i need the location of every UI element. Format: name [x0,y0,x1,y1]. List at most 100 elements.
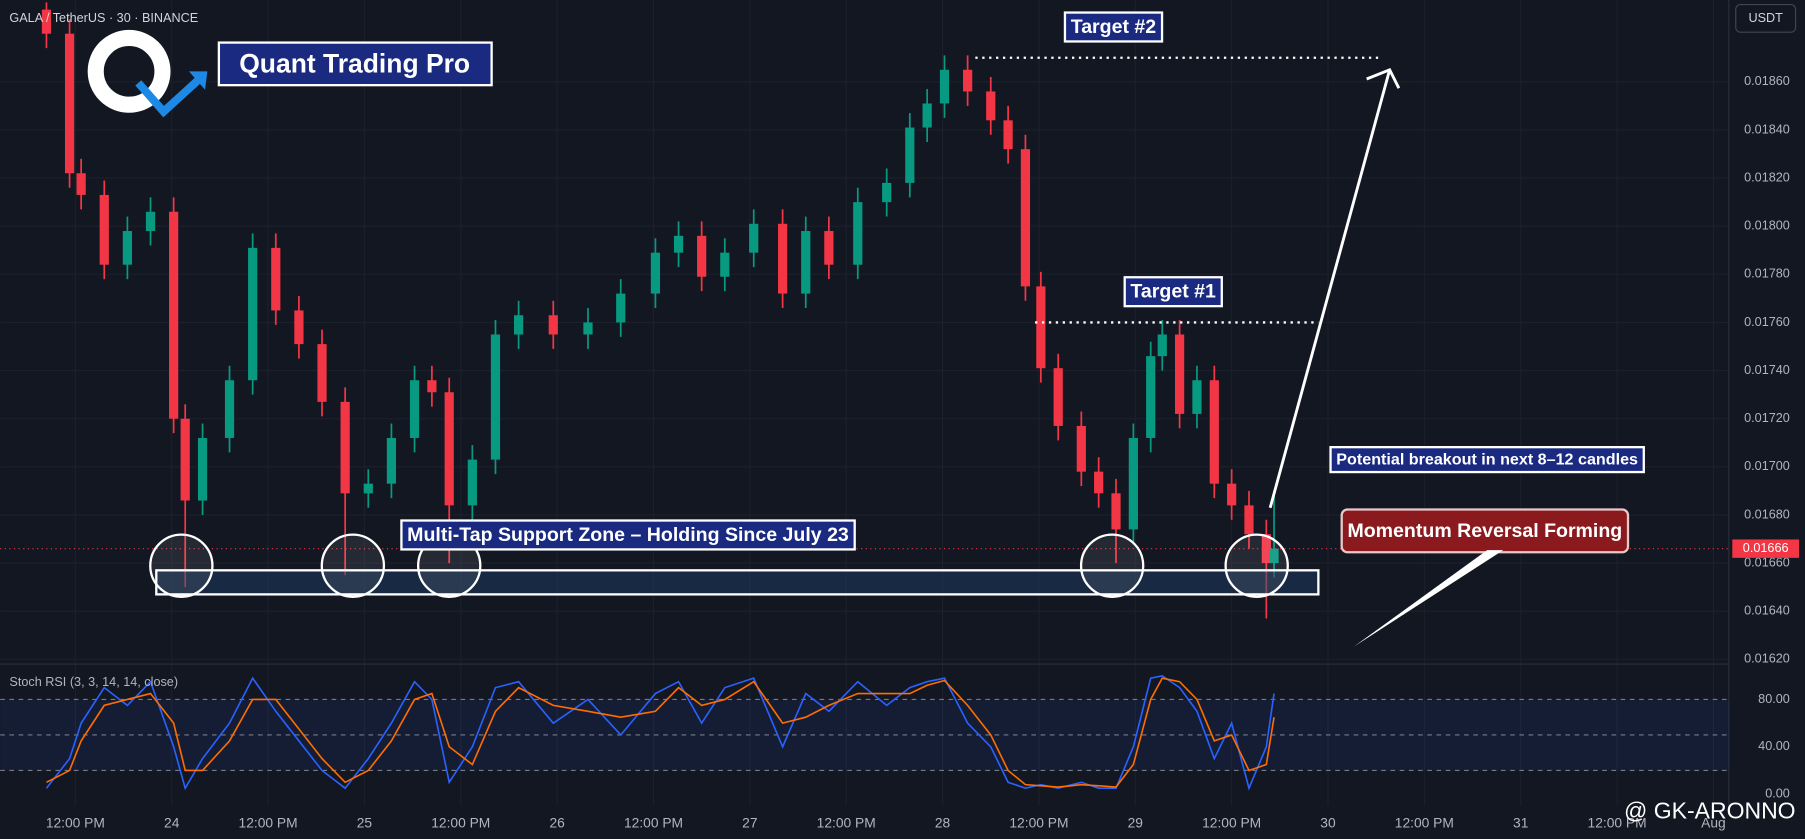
candle-body [749,223,759,253]
x-tick-label: Aug [1701,815,1726,831]
candle-body [922,103,932,128]
candle-body [1020,149,1031,287]
candle-body [1111,493,1121,530]
candle-body [882,182,892,203]
candle-body [444,392,454,506]
candle-body [294,310,304,345]
candle-body [340,401,350,494]
candle-body [1269,548,1279,564]
x-tick-label: 12:00 PM [817,815,876,831]
candle-body [1128,437,1138,530]
y-tick-label: 0.01800 [1744,219,1790,233]
support-touch [320,533,386,598]
stoch-tick-label: 80.00 [1758,692,1790,706]
candle-body [490,334,501,460]
candle-body [197,437,208,501]
target-label: Target #2 [1071,16,1157,38]
candle-body [271,247,281,311]
x-tick-label: 12:00 PM [1588,815,1647,831]
brand-box [217,41,493,87]
candle-body [673,235,684,253]
candle-body [224,380,235,438]
stoch-tick-label: 0.00 [1765,786,1790,800]
indicator-title: Stoch RSI (3, 3, 14, 14, close) [9,675,178,689]
candle-body [64,33,75,174]
candle-body [513,315,524,335]
candle-body [1175,334,1185,414]
stoch-tick-label: 40.00 [1758,739,1790,753]
logo [87,29,208,118]
watermark: @ GK-ARONNO [1624,798,1796,824]
x-tick-label: 12:00 PM [46,815,105,831]
support-touch [1079,533,1145,598]
candle-body [939,69,950,104]
reversal-label: Momentum Reversal Forming [1347,520,1622,542]
x-tick-label: 31 [1513,815,1528,831]
candle-body [1192,380,1202,414]
y-tick-label: 0.01740 [1744,363,1790,377]
breakout-arrowhead [1366,67,1401,89]
candle-body [801,231,811,294]
breakout-label: Potential breakout in next 8–12 candles [1336,451,1638,469]
support-touch [149,533,214,598]
logo-arrow [135,72,206,118]
currency-box [1735,4,1797,33]
candle-body [1227,483,1237,506]
x-tick-label: 12:00 PM [624,815,683,831]
symbol-title: GALA / TetherUS · 30 · BINANCE [9,11,198,25]
callout-pointer [1353,550,1504,647]
candle-body [1209,380,1219,484]
stoch-line [45,674,1275,791]
x-tick-label: 12:00 PM [1395,815,1454,831]
last-price-box [1732,539,1800,558]
target-label-box [1063,11,1164,43]
candle-body [122,231,132,265]
candle-body [778,223,788,294]
candle-body [386,437,397,484]
x-tick-label: 24 [164,815,180,831]
candle-body [963,69,973,92]
logo-arrowhead [188,71,208,90]
candle-body [1076,425,1086,472]
candle-body [720,252,730,277]
x-tick-label: 12:00 PM [239,815,298,831]
y-tick-label: 0.01820 [1744,170,1790,184]
x-tick-label: 12:00 PM [431,815,490,831]
y-tick-label: 0.01640 [1744,604,1790,618]
y-tick-label: 0.01680 [1744,507,1790,521]
y-tick-label: 0.01840 [1744,122,1790,136]
breakout-arrow [1268,69,1392,509]
candle-body [1036,286,1046,369]
stoch-line [46,677,1275,788]
currency: USDT [1748,11,1783,25]
x-tick-label: 12:00 PM [1202,815,1261,831]
candle-body [905,127,915,183]
candle-body [409,380,420,438]
x-tick-label: 28 [935,815,951,831]
candle-body [650,252,661,294]
brand: Quant Trading Pro [239,49,470,79]
candle-body [427,380,437,393]
x-tick-label: 27 [742,815,757,831]
breakout-label-box [1329,446,1645,474]
candle-body [317,344,327,402]
x-tick-label: 25 [357,815,373,831]
candle-body [548,315,558,335]
candle-body [76,173,86,195]
candle-body [467,459,477,506]
candle-body [583,322,593,335]
candle-body [986,91,996,121]
support-zone [155,569,1320,596]
candle-body [363,483,373,494]
y-tick-label: 0.01720 [1744,411,1790,425]
candle-body [1244,505,1254,535]
logo-ring [87,29,171,113]
candle-body [616,293,626,323]
support-label: Multi-Tap Support Zone – Holding Since J… [407,524,849,546]
x-tick-label: 12:00 PM [1009,815,1068,831]
y-tick-label: 0.01660 [1744,555,1790,569]
candle-body [1146,356,1156,438]
candle-body [169,211,179,419]
